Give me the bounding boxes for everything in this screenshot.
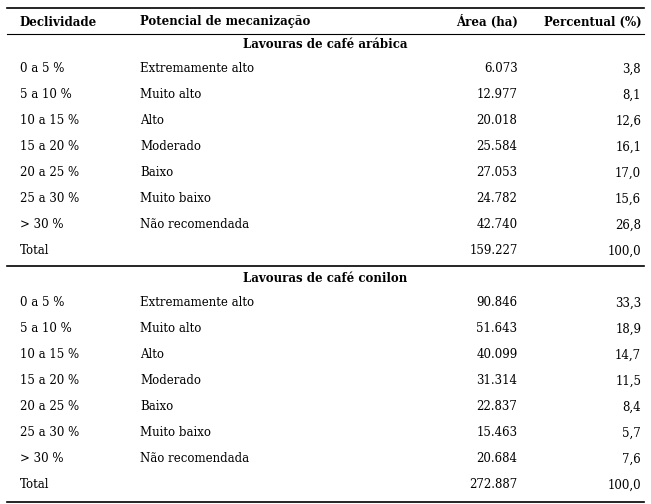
Text: Total: Total [20,244,49,258]
Text: 12.977: 12.977 [477,89,518,101]
Text: 27.053: 27.053 [477,166,518,179]
Text: 7,6: 7,6 [622,453,641,466]
Text: 6.073: 6.073 [484,62,518,76]
Text: Lavouras de café arábica: Lavouras de café arábica [243,38,408,51]
Text: Declividade: Declividade [20,16,97,29]
Text: 33,3: 33,3 [615,296,641,309]
Text: 12,6: 12,6 [615,114,641,128]
Text: Potencial de mecanização: Potencial de mecanização [140,16,311,29]
Text: Muito baixo: Muito baixo [140,193,211,206]
Text: 159.227: 159.227 [469,244,518,258]
Text: 16,1: 16,1 [615,141,641,154]
Text: 20.684: 20.684 [477,453,518,466]
Text: Baixo: Baixo [140,401,173,413]
Text: 20.018: 20.018 [477,114,518,128]
Text: 51.643: 51.643 [477,323,518,336]
Text: Moderado: Moderado [140,374,201,388]
Text: 8,1: 8,1 [623,89,641,101]
Text: Extremamente alto: Extremamente alto [140,296,254,309]
Text: Não recomendada: Não recomendada [140,453,249,466]
Text: Muito baixo: Muito baixo [140,426,211,439]
Text: 272.887: 272.887 [469,478,518,491]
Text: Alto: Alto [140,114,164,128]
Text: Alto: Alto [140,348,164,361]
Text: 0 a 5 %: 0 a 5 % [20,62,64,76]
Text: 26,8: 26,8 [615,219,641,231]
Text: 42.740: 42.740 [477,219,518,231]
Text: 20 a 25 %: 20 a 25 % [20,166,79,179]
Text: 31.314: 31.314 [477,374,518,388]
Text: 17,0: 17,0 [615,166,641,179]
Text: 15,6: 15,6 [615,193,641,206]
Text: 24.782: 24.782 [477,193,518,206]
Text: 15.463: 15.463 [477,426,518,439]
Text: 5,7: 5,7 [622,426,641,439]
Text: 11,5: 11,5 [615,374,641,388]
Text: 14,7: 14,7 [615,348,641,361]
Text: 10 a 15 %: 10 a 15 % [20,114,79,128]
Text: Muito alto: Muito alto [140,89,201,101]
Text: Percentual (%): Percentual (%) [544,16,641,29]
Text: 15 a 20 %: 15 a 20 % [20,374,79,388]
Text: Moderado: Moderado [140,141,201,154]
Text: 18,9: 18,9 [615,323,641,336]
Text: > 30 %: > 30 % [20,219,63,231]
Text: 100,0: 100,0 [607,244,641,258]
Text: 90.846: 90.846 [477,296,518,309]
Text: Extremamente alto: Extremamente alto [140,62,254,76]
Text: 8,4: 8,4 [622,401,641,413]
Text: Muito alto: Muito alto [140,323,201,336]
Text: 3,8: 3,8 [622,62,641,76]
Text: 25 a 30 %: 25 a 30 % [20,426,79,439]
Text: 0 a 5 %: 0 a 5 % [20,296,64,309]
Text: Lavouras de café conilon: Lavouras de café conilon [243,273,408,285]
Text: 25.584: 25.584 [477,141,518,154]
Text: 40.099: 40.099 [477,348,518,361]
Text: Total: Total [20,478,49,491]
Text: > 30 %: > 30 % [20,453,63,466]
Text: Área (ha): Área (ha) [456,15,518,29]
Text: 22.837: 22.837 [477,401,518,413]
Text: Não recomendada: Não recomendada [140,219,249,231]
Text: 25 a 30 %: 25 a 30 % [20,193,79,206]
Text: 100,0: 100,0 [607,478,641,491]
Text: 5 a 10 %: 5 a 10 % [20,323,71,336]
Text: 5 a 10 %: 5 a 10 % [20,89,71,101]
Text: 10 a 15 %: 10 a 15 % [20,348,79,361]
Text: 15 a 20 %: 15 a 20 % [20,141,79,154]
Text: 20 a 25 %: 20 a 25 % [20,401,79,413]
Text: Baixo: Baixo [140,166,173,179]
